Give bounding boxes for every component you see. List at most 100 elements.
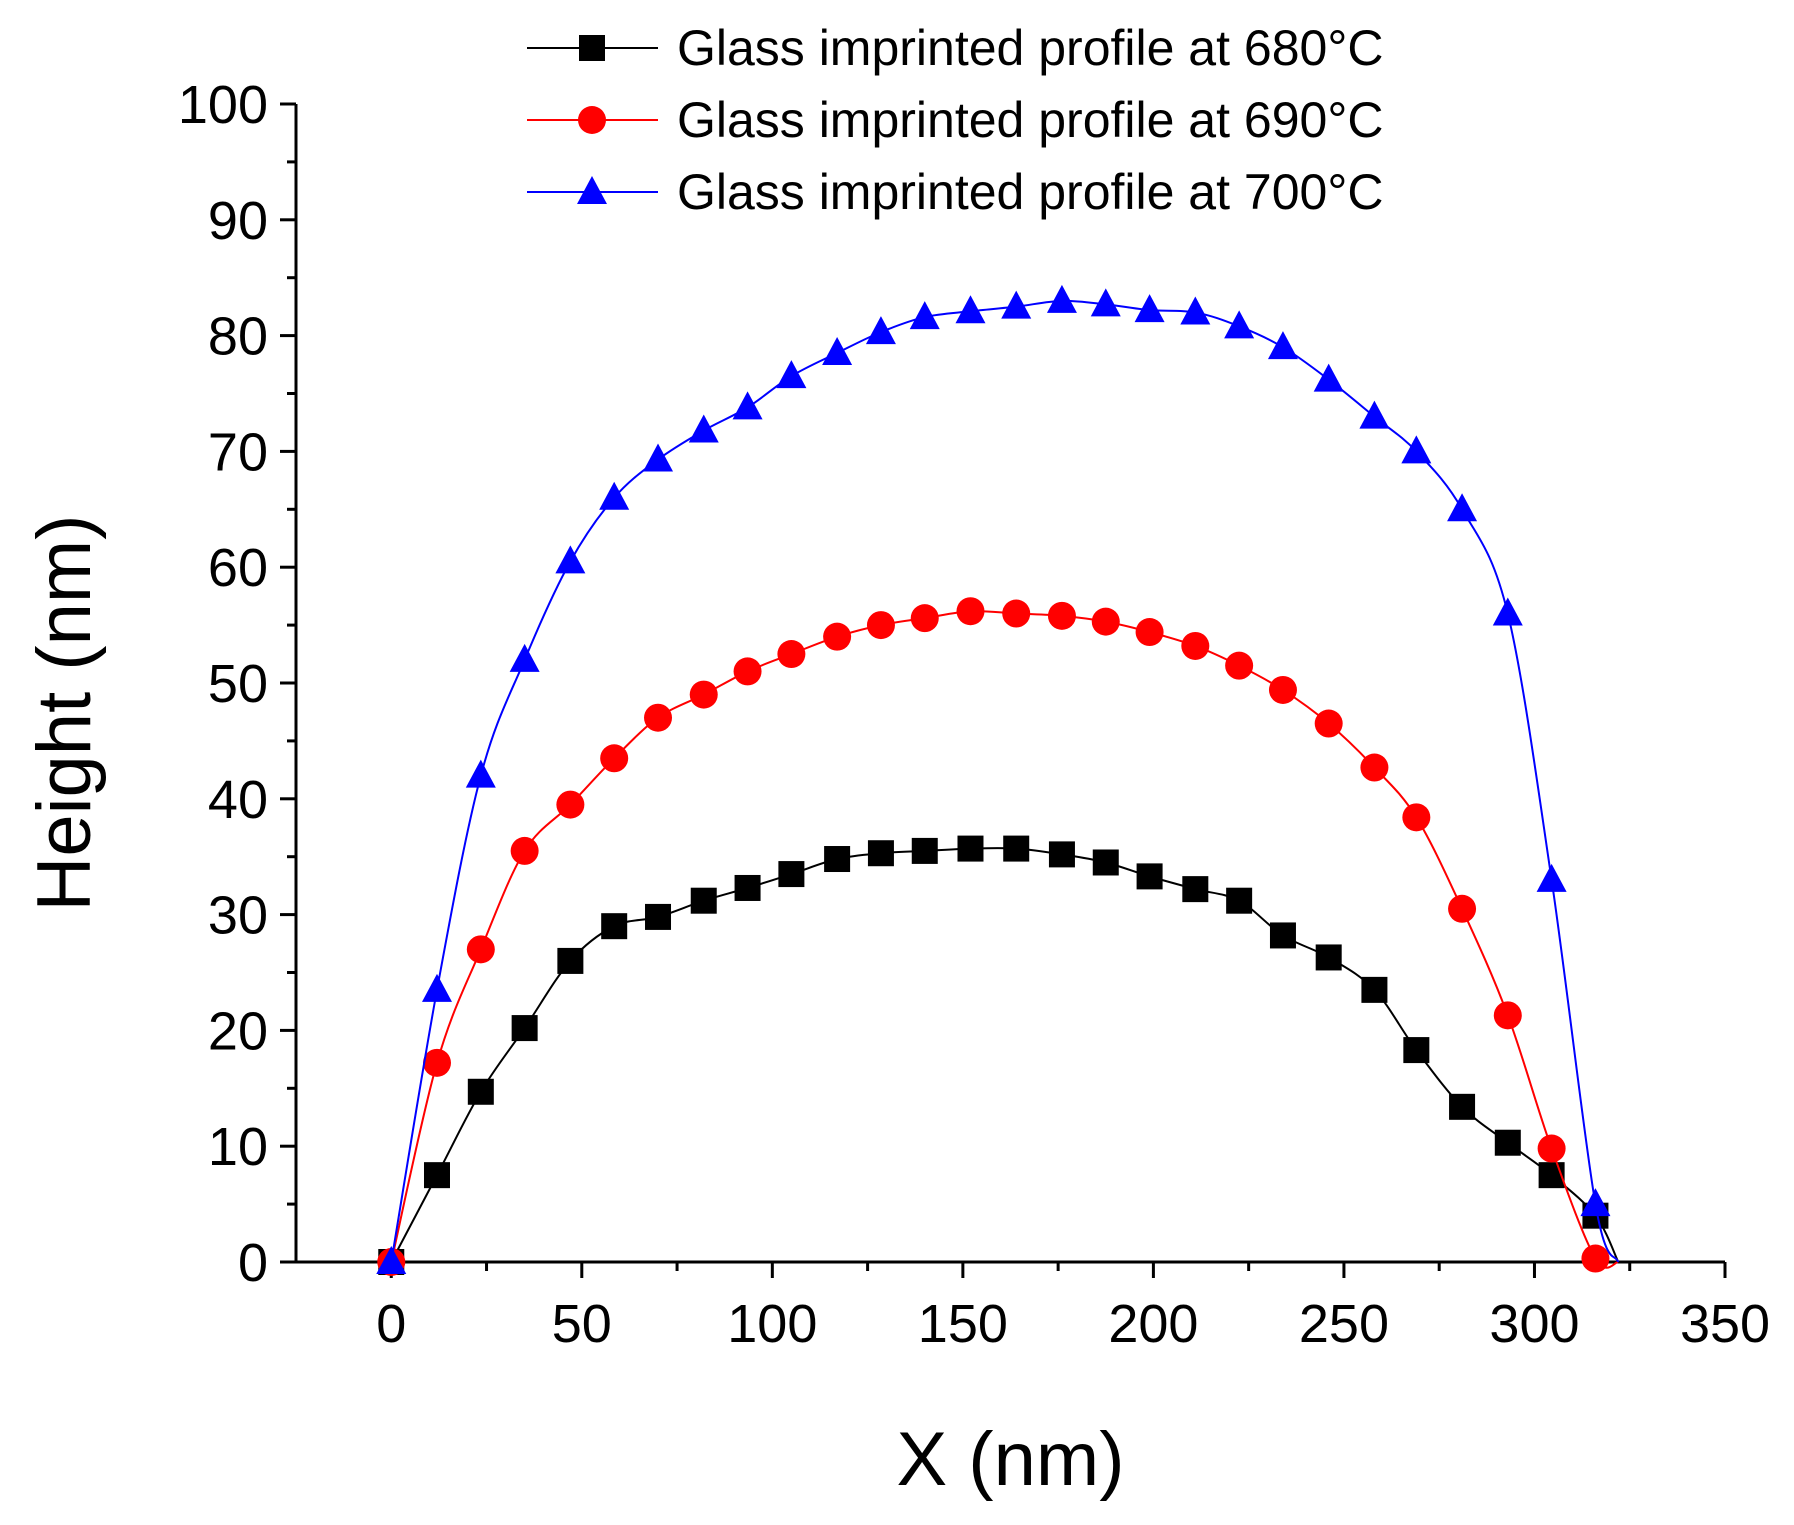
data-point-circle	[1314, 709, 1343, 738]
data-point-circle	[1002, 599, 1031, 628]
data-point-circle	[689, 680, 718, 709]
data-point-circle	[910, 604, 939, 633]
data-point-triangle	[1359, 400, 1390, 429]
data-point-square	[957, 835, 984, 862]
data-point-circle	[823, 622, 852, 651]
legend-label: Glass imprinted profile at 700°C	[677, 164, 1383, 220]
series-line	[390, 610, 1619, 1269]
data-point-circle	[1448, 894, 1477, 923]
data-point-triangle	[1134, 294, 1165, 323]
data-point-triangle	[1001, 290, 1032, 319]
data-point-square	[579, 35, 605, 61]
x-tick-label: 350	[1680, 1294, 1770, 1354]
data-point-circle	[1493, 1001, 1522, 1030]
y-tick-label: 0	[238, 1233, 268, 1293]
data-point-circle	[1581, 1244, 1610, 1273]
data-point-square	[734, 874, 761, 901]
x-tick-label: 0	[376, 1294, 406, 1354]
data-point-square	[690, 887, 717, 914]
data-point-circle	[1181, 631, 1210, 660]
x-tick-label: 300	[1489, 1294, 1579, 1354]
data-point-circle	[422, 1048, 451, 1077]
data-point-circle	[1537, 1134, 1566, 1163]
data-point-square	[1092, 849, 1119, 876]
series-2	[377, 597, 1619, 1276]
x-tick-label: 250	[1299, 1294, 1389, 1354]
data-point-circle	[777, 640, 806, 669]
x-tick-label: 150	[918, 1294, 1008, 1354]
data-point-triangle	[555, 545, 586, 574]
data-point-square	[1269, 922, 1296, 949]
y-tick-label: 90	[208, 191, 268, 251]
data-point-triangle	[465, 759, 496, 788]
data-point-square	[1361, 976, 1388, 1003]
data-point-triangle	[421, 973, 452, 1002]
data-point-triangle	[1580, 1188, 1611, 1217]
data-point-triangle	[1046, 284, 1077, 313]
data-point-circle	[1402, 803, 1431, 832]
data-point-circle	[733, 657, 762, 686]
data-point-triangle	[909, 301, 940, 330]
data-point-circle	[1360, 753, 1389, 782]
data-point-triangle	[1180, 296, 1211, 325]
y-tick-label: 20	[208, 1001, 268, 1061]
data-point-triangle	[1447, 493, 1478, 522]
data-point-circle	[1268, 675, 1297, 704]
x-tick-label: 200	[1108, 1294, 1198, 1354]
data-point-circle	[466, 935, 495, 964]
data-point-triangle	[1313, 363, 1344, 392]
data-point-triangle	[732, 391, 763, 420]
data-point-circle	[1047, 601, 1076, 630]
data-point-triangle	[1492, 597, 1523, 626]
data-point-triangle	[376, 1246, 407, 1274]
x-tick-label: 100	[727, 1294, 817, 1354]
y-tick-label: 80	[208, 307, 268, 367]
data-point-square	[601, 913, 628, 940]
data-point-square	[867, 840, 894, 867]
data-point-circle	[956, 597, 985, 626]
data-point-square	[645, 903, 672, 930]
data-point-triangle	[1224, 310, 1255, 339]
legend-label: Glass imprinted profile at 680°C	[677, 20, 1383, 76]
data-point-square	[557, 947, 584, 974]
y-tick-label: 40	[208, 770, 268, 830]
data-point-square	[1494, 1129, 1521, 1156]
data-point-square	[1003, 835, 1030, 862]
data-point-triangle	[955, 295, 986, 324]
data-point-circle	[1091, 607, 1120, 636]
series-group	[376, 284, 1620, 1276]
data-point-triangle	[577, 176, 607, 204]
y-tick-label: 30	[208, 886, 268, 946]
data-point-triangle	[1267, 331, 1298, 360]
data-point-circle	[1225, 651, 1254, 680]
data-point-square	[1403, 1037, 1430, 1064]
data-point-triangle	[1090, 288, 1121, 317]
axes	[294, 104, 1725, 1264]
data-point-circle	[644, 703, 673, 732]
data-point-square	[1315, 944, 1342, 971]
y-tick-label: 60	[208, 538, 268, 598]
data-point-circle	[578, 106, 606, 134]
data-point-square	[1449, 1093, 1476, 1120]
data-point-square	[1136, 863, 1163, 890]
data-point-square	[911, 837, 938, 864]
series-1	[378, 835, 1620, 1275]
data-point-square	[1182, 876, 1209, 903]
y-axis-title: Height (nm)	[22, 515, 107, 912]
x-axis-title: X (nm)	[897, 1417, 1125, 1502]
data-point-triangle	[643, 443, 674, 472]
data-point-triangle	[822, 336, 853, 365]
legend: Glass imprinted profile at 680°C Glass im…	[527, 20, 1383, 220]
data-point-triangle	[599, 481, 630, 510]
data-point-circle	[600, 744, 629, 773]
legend-label: Glass imprinted profile at 690°C	[677, 92, 1383, 148]
y-tick-label: 50	[208, 654, 268, 714]
series-line	[390, 847, 1620, 1263]
data-point-square	[1048, 841, 1075, 868]
data-point-triangle	[688, 414, 719, 443]
data-point-circle	[510, 836, 539, 865]
data-point-triangle	[1401, 435, 1432, 464]
data-point-square	[467, 1078, 494, 1105]
y-tick-label: 100	[178, 75, 268, 135]
